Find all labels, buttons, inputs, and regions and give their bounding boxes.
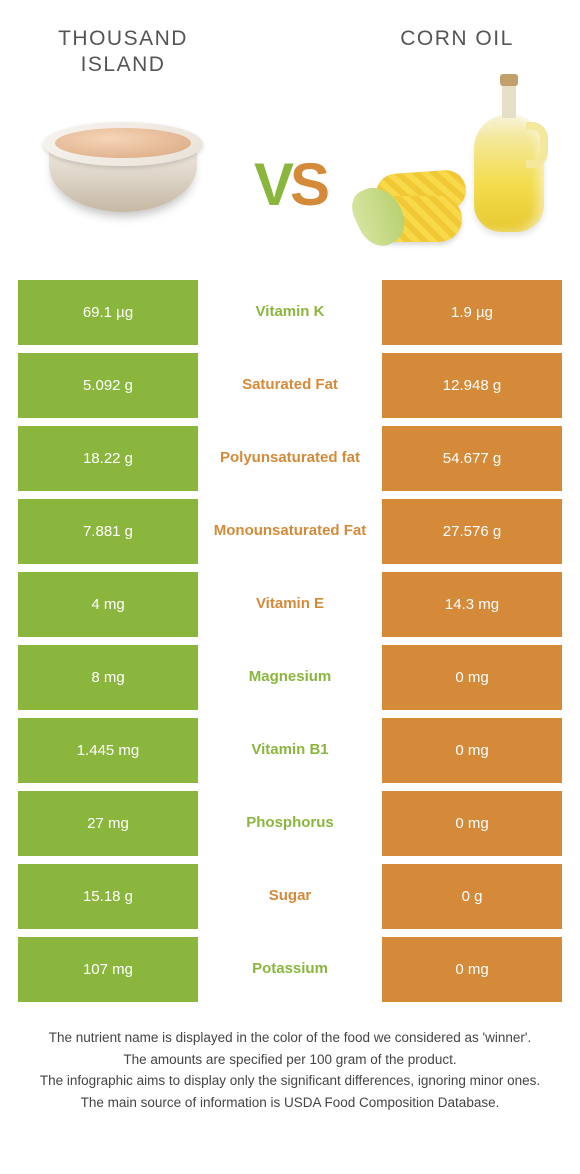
left-value-cell: 7.881 g: [18, 499, 198, 564]
table-row: 4 mgVitamin E14.3 mg: [18, 572, 562, 637]
right-value-cell: 27.576 g: [382, 499, 562, 564]
table-row: 1.445 mgVitamin B10 mg: [18, 718, 562, 783]
comparison-header: THOUSAND ISLAND V S CORN OIL: [18, 20, 562, 260]
left-value-cell: 69.1 µg: [18, 280, 198, 345]
table-row: 8 mgMagnesium0 mg: [18, 645, 562, 710]
vs-letter-s: S: [290, 150, 326, 219]
nutrient-label-cell: Vitamin E: [198, 572, 382, 637]
left-value-cell: 1.445 mg: [18, 718, 198, 783]
right-value-cell: 54.677 g: [382, 426, 562, 491]
table-row: 15.18 gSugar0 g: [18, 864, 562, 929]
nutrient-label-cell: Sugar: [198, 864, 382, 929]
left-value-cell: 27 mg: [18, 791, 198, 856]
footer-notes: The nutrient name is displayed in the co…: [18, 1028, 562, 1112]
right-value-cell: 12.948 g: [382, 353, 562, 418]
right-value-cell: 0 g: [382, 864, 562, 929]
left-value-cell: 107 mg: [18, 937, 198, 1002]
table-row: 107 mgPotassium0 mg: [18, 937, 562, 1002]
left-food-title: THOUSAND ISLAND: [18, 26, 228, 82]
right-value-cell: 14.3 mg: [382, 572, 562, 637]
nutrient-table: 69.1 µgVitamin K1.9 µg 5.092 gSaturated F…: [18, 280, 562, 1002]
table-row: 5.092 gSaturated Fat12.948 g: [18, 353, 562, 418]
left-value-cell: 18.22 g: [18, 426, 198, 491]
right-food-column: CORN OIL: [352, 20, 562, 242]
left-food-column: THOUSAND ISLAND: [18, 20, 228, 242]
right-food-image: [362, 92, 552, 242]
nutrient-label-cell: Vitamin K: [198, 280, 382, 345]
left-food-image: [28, 92, 218, 242]
nutrient-label-cell: Polyunsaturated fat: [198, 426, 382, 491]
nutrient-label-cell: Magnesium: [198, 645, 382, 710]
left-value-cell: 15.18 g: [18, 864, 198, 929]
footer-line: The amounts are specified per 100 gram o…: [28, 1050, 552, 1070]
left-value-cell: 4 mg: [18, 572, 198, 637]
left-value-cell: 8 mg: [18, 645, 198, 710]
table-row: 7.881 gMonounsaturated Fat27.576 g: [18, 499, 562, 564]
nutrient-label-cell: Potassium: [198, 937, 382, 1002]
nutrient-label-cell: Vitamin B1: [198, 718, 382, 783]
vs-letter-v: V: [254, 150, 290, 219]
right-value-cell: 1.9 µg: [382, 280, 562, 345]
right-food-title: CORN OIL: [400, 26, 514, 82]
right-value-cell: 0 mg: [382, 937, 562, 1002]
nutrient-label-cell: Monounsaturated Fat: [198, 499, 382, 564]
nutrient-label-cell: Phosphorus: [198, 791, 382, 856]
right-value-cell: 0 mg: [382, 645, 562, 710]
footer-line: The infographic aims to display only the…: [28, 1071, 552, 1091]
left-value-cell: 5.092 g: [18, 353, 198, 418]
nutrient-label-cell: Saturated Fat: [198, 353, 382, 418]
table-row: 27 mgPhosphorus0 mg: [18, 791, 562, 856]
right-value-cell: 0 mg: [382, 791, 562, 856]
table-row: 18.22 gPolyunsaturated fat54.677 g: [18, 426, 562, 491]
table-row: 69.1 µgVitamin K1.9 µg: [18, 280, 562, 345]
vs-icon: V S: [254, 150, 326, 219]
right-value-cell: 0 mg: [382, 718, 562, 783]
footer-line: The nutrient name is displayed in the co…: [28, 1028, 552, 1048]
footer-line: The main source of information is USDA F…: [28, 1093, 552, 1113]
